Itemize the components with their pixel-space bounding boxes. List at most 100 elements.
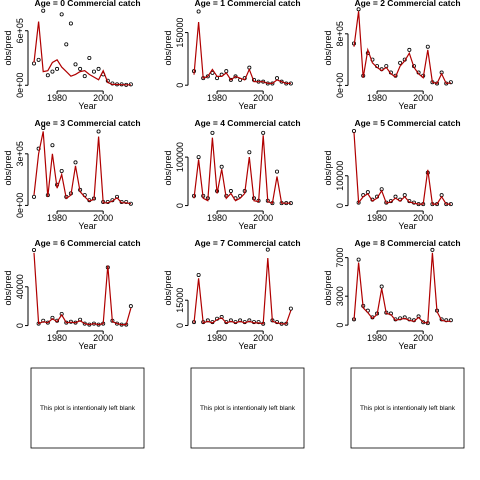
- y-tick-label: 7000: [335, 248, 345, 268]
- x-tick-label: 2000: [253, 213, 273, 223]
- pred-line: [353, 252, 451, 324]
- panel-title: Age = 8 Commercial catch: [354, 238, 460, 248]
- x-axis-label: Year: [238, 341, 256, 351]
- x-tick-label: 2000: [93, 213, 113, 223]
- obs-point: [261, 130, 266, 135]
- panel-title: Age = 1 Commercial catch: [194, 0, 300, 8]
- x-axis-label: Year: [78, 101, 96, 111]
- obs-point: [196, 9, 201, 14]
- panel-title: Age = 3 Commercial catch: [34, 118, 140, 128]
- y-tick-label: 0: [335, 203, 345, 208]
- obs-point: [31, 247, 36, 252]
- x-axis-label: Year: [78, 341, 96, 351]
- x-tick-label: 1980: [47, 93, 67, 103]
- x-axis-label: Year: [238, 101, 256, 111]
- obs-point: [50, 69, 55, 74]
- x-axis-label: Year: [238, 221, 256, 231]
- y-tick-label: 6e+05: [15, 18, 25, 43]
- x-tick-label: 2000: [253, 93, 273, 103]
- obs-point: [128, 304, 133, 309]
- x-tick-label: 2000: [93, 93, 113, 103]
- obs-point: [196, 155, 201, 160]
- x-tick-label: 2000: [93, 333, 113, 343]
- x-tick-label: 1980: [367, 93, 387, 103]
- y-tick-label: 0e+00: [335, 73, 345, 98]
- x-tick-label: 2000: [253, 333, 273, 343]
- blank-panel: [30, 367, 145, 449]
- y-tick-label: 8e+05: [335, 21, 345, 46]
- obs-point: [430, 247, 435, 252]
- obs-point: [73, 62, 78, 67]
- obs-point: [82, 74, 87, 79]
- panel-title: Age = 0 Commercial catch: [34, 0, 140, 8]
- x-tick-label: 2000: [413, 333, 433, 343]
- obs-point: [73, 160, 78, 165]
- x-tick-label: 1980: [207, 93, 227, 103]
- x-axis-label: Year: [398, 221, 416, 231]
- y-axis-label: obs/pred: [163, 270, 173, 305]
- y-axis-label: obs/pred: [323, 150, 333, 185]
- obs-point: [356, 7, 361, 12]
- obs-point: [356, 257, 361, 262]
- blank-note: This plot is intentionally left blank: [40, 405, 136, 412]
- pred-line: [193, 135, 291, 204]
- panel-title: Age = 4 Commercial catch: [194, 118, 300, 128]
- obs-point: [379, 284, 384, 289]
- obs-point: [196, 272, 201, 277]
- blank-panel: [350, 367, 465, 449]
- obs-point: [210, 130, 215, 135]
- obs-point: [50, 143, 55, 148]
- obs-point: [275, 169, 280, 174]
- y-tick-label: 15000: [175, 288, 185, 313]
- y-tick-label: 150000: [175, 18, 185, 48]
- y-tick-label: 100000: [175, 142, 185, 172]
- panel-title: Age = 2 Commercial catch: [354, 0, 460, 8]
- x-tick-label: 2000: [413, 213, 433, 223]
- y-tick-label: 0: [175, 83, 185, 88]
- obs-point: [91, 69, 96, 74]
- blank-note: This plot is intentionally left blank: [200, 405, 296, 412]
- y-axis-label: obs/pred: [3, 150, 13, 185]
- y-tick-label: 0: [15, 323, 25, 328]
- y-tick-label: 100000: [335, 161, 345, 191]
- x-tick-label: 1980: [47, 213, 67, 223]
- y-axis-label: obs/pred: [3, 30, 13, 65]
- obs-point: [87, 56, 92, 61]
- obs-point: [351, 128, 356, 133]
- obs-point: [64, 42, 69, 47]
- x-axis-label: Year: [78, 221, 96, 231]
- blank-note: This plot is intentionally left blank: [360, 405, 456, 412]
- blank-panel: [190, 367, 305, 449]
- y-tick-label: 0: [175, 323, 185, 328]
- panel-title: Age = 5 Commercial catch: [354, 118, 460, 128]
- obs-point: [288, 306, 293, 311]
- y-axis-label: obs/pred: [3, 270, 13, 305]
- pred-line: [353, 132, 451, 205]
- y-tick-label: 3e+05: [15, 141, 25, 166]
- pred-line: [33, 131, 132, 205]
- panel-title: Age = 6 Commercial catch: [34, 238, 140, 248]
- y-tick-label: 0: [335, 323, 345, 328]
- obs-point: [55, 66, 60, 71]
- obs-point: [41, 126, 46, 131]
- obs-point: [247, 150, 252, 155]
- x-tick-label: 1980: [367, 333, 387, 343]
- y-tick-label: 0e+00: [15, 193, 25, 218]
- panel-title: Age = 7 Commercial catch: [194, 238, 300, 248]
- obs-point: [215, 76, 220, 81]
- obs-point: [398, 60, 403, 65]
- obs-point: [31, 194, 36, 199]
- obs-point: [78, 66, 83, 71]
- x-axis-label: Year: [398, 101, 416, 111]
- y-axis-label: obs/pred: [323, 30, 333, 65]
- obs-point: [96, 129, 101, 134]
- x-tick-label: 1980: [367, 213, 387, 223]
- y-tick-label: 0e+00: [15, 73, 25, 98]
- obs-point: [219, 164, 224, 169]
- x-tick-label: 1980: [207, 333, 227, 343]
- obs-point: [228, 189, 233, 194]
- obs-point: [59, 12, 64, 17]
- obs-point: [407, 47, 412, 52]
- y-axis-label: obs/pred: [323, 270, 333, 305]
